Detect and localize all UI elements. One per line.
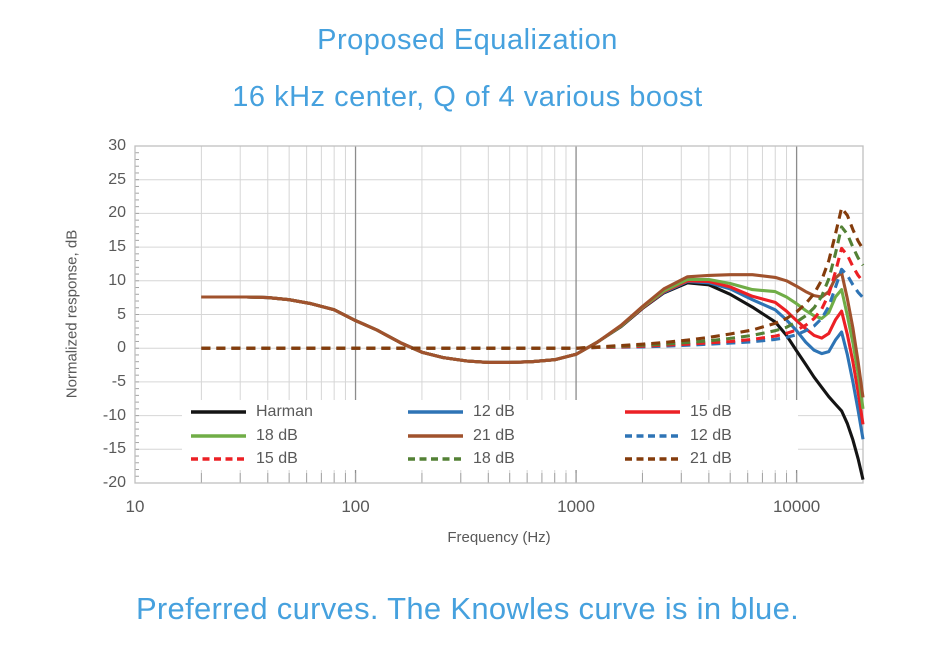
legend-item-harman-solid: Harman — [190, 401, 313, 423]
legend-label: 18 dB — [256, 426, 298, 444]
caption: Preferred curves. The Knowles curve is i… — [135, 591, 800, 626]
legend-line-sample — [191, 457, 246, 461]
legend-item-18db-dashed: 18 dB — [407, 448, 515, 470]
curve-21db-solid — [201, 271, 865, 398]
legend-label: 21 dB — [473, 426, 515, 444]
chart-title-line1: Proposed Equalization — [317, 24, 618, 56]
y-tick-label: 25 — [108, 170, 126, 188]
y-tick-label: -10 — [102, 406, 126, 424]
legend-line-sample — [408, 433, 463, 438]
plot-border — [134, 145, 864, 484]
legend-label: 15 dB — [256, 450, 298, 467]
x-tick-label: 10000 — [772, 497, 821, 516]
y-tick-label: 0 — [117, 339, 126, 357]
legend-line-sample — [191, 410, 246, 414]
y-tick-label: 5 — [117, 305, 126, 323]
legend-label: 18 dB — [473, 450, 515, 467]
legend-line-sample — [408, 410, 463, 414]
legend-item-21db-solid: 21 dB — [407, 425, 515, 447]
y-tick-label: -20 — [102, 474, 126, 491]
legend-item-18db-solid: 18 dB — [190, 425, 298, 447]
legend-item-21db-dashed: 21 dB — [624, 448, 732, 470]
legend-item-15db-solid: 15 dB — [624, 401, 732, 423]
y-tick-label: -15 — [102, 440, 126, 458]
x-tick-label: 100 — [341, 497, 370, 516]
legend-label: 12 dB — [473, 403, 515, 420]
y-tick-label: 30 — [108, 137, 126, 154]
y-tick-label: 10 — [108, 271, 126, 289]
x-axis-title: Frequency (Hz) — [447, 529, 551, 546]
y-tick-label: -5 — [111, 372, 126, 390]
curve-21db-dashed — [201, 206, 865, 350]
x-tick-label: 1000 — [557, 497, 595, 516]
y-tick-label: 15 — [108, 238, 126, 256]
legend-line-sample — [625, 410, 680, 414]
legend-line-sample — [408, 457, 463, 461]
chart-title-line2: 16 kHz center, Q of 4 various boost — [232, 81, 703, 113]
legend-item-12db-solid: 12 dB — [407, 401, 515, 423]
legend-item-15db-dashed: 15 dB — [190, 448, 298, 470]
legend-label: 21 dB — [690, 450, 732, 467]
legend-label: 12 dB — [690, 426, 732, 444]
legend-line-sample — [191, 433, 246, 438]
x-tick-label: 10 — [125, 497, 145, 516]
curve-18db-dashed — [201, 225, 865, 350]
chart-legend: Harman 12 dB 15 dB 18 dB 21 dB 12 dB 15 dB 18 d… — [182, 400, 798, 470]
legend-label: Harman — [256, 403, 313, 420]
legend-item-12db-dashed: 12 dB — [624, 425, 732, 447]
legend-line-sample — [625, 433, 680, 438]
legend-line-sample — [625, 457, 680, 461]
legend-label: 15 dB — [690, 403, 732, 420]
y-axis-title: Normalized response, dB — [63, 229, 81, 399]
y-tick-label: 20 — [108, 204, 126, 222]
